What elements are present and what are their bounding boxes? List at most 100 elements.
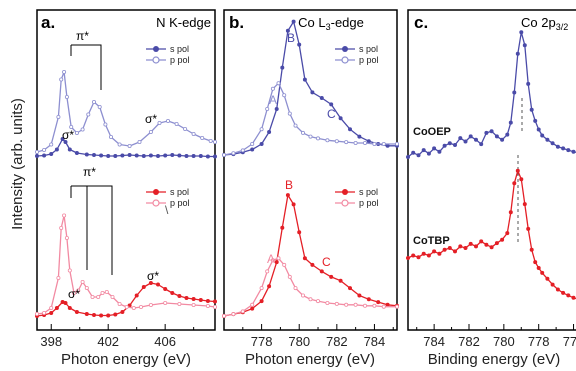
data-point [274,260,279,265]
data-point [308,134,313,139]
series-line-top-cooep [407,31,576,158]
data-point [163,286,168,291]
legend-marker [342,189,348,195]
data-point [540,133,545,138]
data-point [325,138,330,143]
data-point [505,231,510,236]
data-point [56,115,61,120]
peak-label-b-bottom: B [285,178,293,192]
data-point [63,139,68,144]
data-point [300,130,305,135]
data-point [405,255,410,260]
data-point [526,81,531,86]
panel-c-ticks: 784 782 780 778 776 [416,324,576,349]
data-point [74,150,79,155]
data-point [117,142,122,147]
panel-a-sigma-label-top-right: σ* [145,112,157,126]
data-point [97,105,102,110]
data-point [92,152,97,157]
data-point [376,300,381,305]
data-point [240,309,245,314]
data-point [315,299,320,304]
data-point [442,143,447,148]
panel-c-label: c. [414,13,428,32]
data-point [177,293,182,298]
data-point [432,249,437,254]
panel-c-title: Co 2p3/2 [521,15,568,32]
data-point [67,305,72,310]
data-point [473,244,478,249]
data-point [282,93,287,98]
data-point [274,107,279,112]
legend-marker [341,56,349,64]
data-point [208,138,213,143]
data-point [366,297,371,302]
data-point [103,122,108,127]
peak-label-a-top: A [269,93,277,107]
panel-a-ticks: 398 402 406 [40,324,195,349]
panel-a-label: a. [41,13,55,32]
data-point [319,269,324,274]
data-point [437,251,442,256]
data-point [72,290,77,295]
data-point [458,136,463,141]
data-point [344,140,349,145]
data-point [529,107,534,112]
data-point [155,282,160,287]
data-point [250,306,255,311]
data-point [84,285,89,290]
data-point [240,148,245,153]
data-point [127,152,132,157]
panel-b-legend-bottom: s pol p pol [335,187,379,208]
panel-a-pi-bracket-top [70,44,102,90]
data-point [110,294,115,299]
series-line-bottom-s-pol [36,282,216,317]
x-tick-label: 778 [251,334,273,349]
data-point [533,118,538,123]
data-point [113,153,118,158]
peak-label-c-bottom: C [322,255,331,269]
data-point [555,144,560,149]
data-point [191,302,196,307]
data-point [505,132,510,137]
x-tick-label: 782 [458,334,480,349]
legend-label: p pol [359,55,379,65]
data-point [426,253,431,258]
data-point [231,151,236,156]
data-point [200,135,205,140]
data-point [555,287,560,292]
data-point [270,258,275,263]
data-point [49,305,54,310]
series-line-bottom-s-pol [223,194,398,317]
data-point [148,280,153,285]
data-point [127,143,132,148]
panel-a-legend-top: s pol p pol [146,44,190,65]
data-point [62,213,67,218]
data-point [49,151,54,156]
data-point [259,286,264,291]
data-point [49,142,54,147]
data-point [545,276,550,281]
legend-marker [152,56,160,64]
panel-a-pi-label-top: π* [76,29,89,43]
data-point [134,153,139,158]
data-point [221,313,226,318]
data-point [84,311,89,316]
data-point [437,149,442,154]
data-point [550,282,555,287]
data-point [484,242,489,247]
data-point [80,127,85,132]
legend-marker [153,46,159,52]
series-line-bottom-p-pol [223,257,397,317]
data-point [522,43,527,48]
legend-marker [153,189,159,195]
legend-marker [342,46,348,52]
data-point [353,140,358,145]
data-point [177,301,182,306]
data-point [533,260,538,265]
data-point [280,225,285,230]
data-point [270,86,275,91]
data-point [447,245,452,250]
data-point [385,143,390,148]
